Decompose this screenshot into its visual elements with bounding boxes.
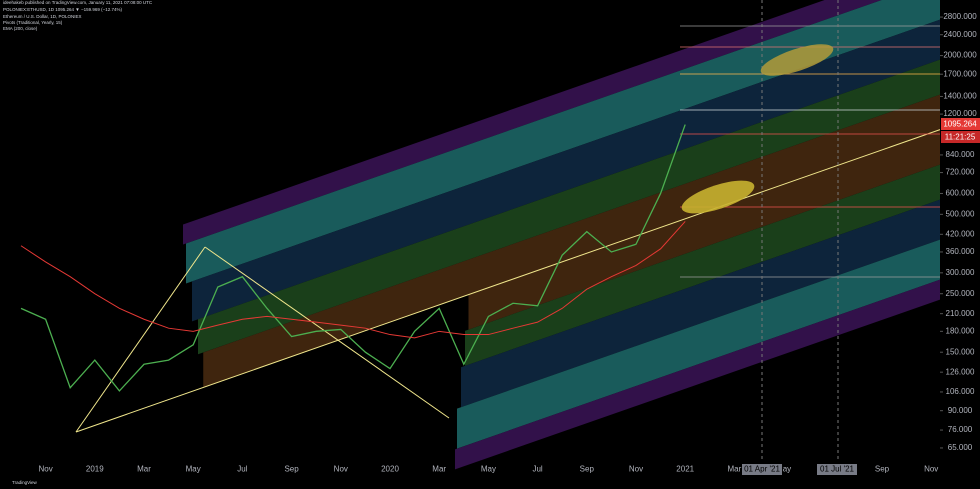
y-tick-label: 210.000	[946, 309, 975, 318]
x-tick-label: May	[776, 465, 791, 474]
y-tick-label: 500.000	[946, 209, 975, 218]
countdown-tag	[941, 131, 980, 143]
y-tick-label: 1400.000	[943, 92, 977, 101]
x-tick-label: May	[481, 465, 496, 474]
fork-band	[186, 0, 940, 284]
x-tick-label: Nov	[334, 465, 348, 474]
x-tick-label: Mar	[728, 465, 742, 474]
x-tick-label: Nov	[924, 465, 938, 474]
y-tick-label: 65.000	[948, 443, 973, 452]
symbol: POLONIEX:ETHUSD, 1D 1095.264 ▼ −159.969 …	[3, 7, 123, 12]
y-tick-label: 300.000	[946, 268, 975, 277]
y-tick-label: 126.000	[946, 367, 975, 376]
y-tick-label: 250.000	[946, 289, 975, 298]
y-tick-label: 600.000	[946, 189, 975, 198]
fork-handle	[204, 246, 450, 419]
series-line	[20, 124, 686, 392]
footer: TradingView	[12, 480, 38, 485]
highlight-ellipse	[760, 44, 834, 76]
date-marker: 01 Jul '21	[820, 465, 855, 474]
fork-band	[465, 164, 940, 366]
countdown: 11:21:25	[945, 133, 976, 142]
y-tick-label: 420.000	[946, 229, 975, 238]
fork-handle	[75, 246, 206, 433]
y-tick-label: 106.000	[946, 387, 975, 396]
publisher: ideehakeb published on TradingView.com, …	[3, 0, 153, 5]
x-tick-label: Mar	[137, 465, 151, 474]
y-tick-label: 2000.000	[943, 51, 977, 60]
highlight-ellipse	[681, 180, 755, 214]
x-axis: Nov 2019 Mar May Jul Sep Nov 2020 Mar May Jul Sep No…	[38, 465, 938, 474]
x-tick-label: 2020	[381, 465, 399, 474]
date-tag	[817, 464, 857, 475]
x-tick-label: Mar	[432, 465, 446, 474]
indicator: EMA (200, close)	[3, 26, 38, 31]
date-tag	[742, 464, 782, 475]
x-tick-label: Jul	[532, 465, 542, 474]
fork-band	[198, 59, 940, 355]
pair: Ethereum / U.S. Dollar, 1D, POLONIEX	[3, 14, 82, 19]
fork-band	[203, 94, 940, 388]
y-tick-label: 720.000	[946, 168, 975, 177]
x-tick-label: Nov	[629, 465, 643, 474]
x-tick-label: Sep	[284, 465, 299, 474]
y-tick-label: 90.000	[948, 406, 973, 415]
y-tick-label: 1200.000	[943, 109, 977, 118]
series-line	[20, 221, 686, 339]
y-tick-label: 2400.000	[943, 30, 977, 39]
y-tick-label: 76.000	[948, 425, 973, 434]
x-tick-label: Sep	[875, 465, 890, 474]
y-tick-label: 360.000	[946, 247, 975, 256]
fork-band	[192, 19, 940, 322]
y-tick-label: 180.000	[946, 326, 975, 335]
price-axis	[940, 0, 980, 462]
x-tick-label: Sep	[580, 465, 595, 474]
last-price: 1095.264	[943, 120, 977, 129]
indicator: Pivots (Traditional, Yearly, 15)	[3, 20, 63, 25]
x-tick-label: Jul	[237, 465, 247, 474]
fork-median	[75, 129, 941, 433]
y-tick-label: 150.000	[946, 347, 975, 356]
x-tick-label: Nov	[38, 465, 52, 474]
y-tick-label: 1700.000	[943, 69, 977, 78]
pitchfork	[75, 0, 941, 470]
y-axis: 2800.000 2400.000 2000.000 1700.000 1400.000…	[940, 12, 977, 452]
date-marker: 01 Apr '21	[744, 465, 780, 474]
fork-band	[461, 199, 940, 408]
fork-band	[457, 239, 940, 449]
x-tick-label: 2019	[86, 465, 104, 474]
fork-band	[455, 279, 940, 470]
x-tick-label: May	[186, 465, 201, 474]
y-tick-label: 840.000	[946, 150, 975, 159]
last-price-tag	[941, 118, 980, 130]
fork-band	[468, 129, 940, 330]
plot	[20, 124, 686, 392]
x-tick-label: 2021	[676, 465, 694, 474]
y-tick-label: 2800.000	[943, 12, 977, 21]
